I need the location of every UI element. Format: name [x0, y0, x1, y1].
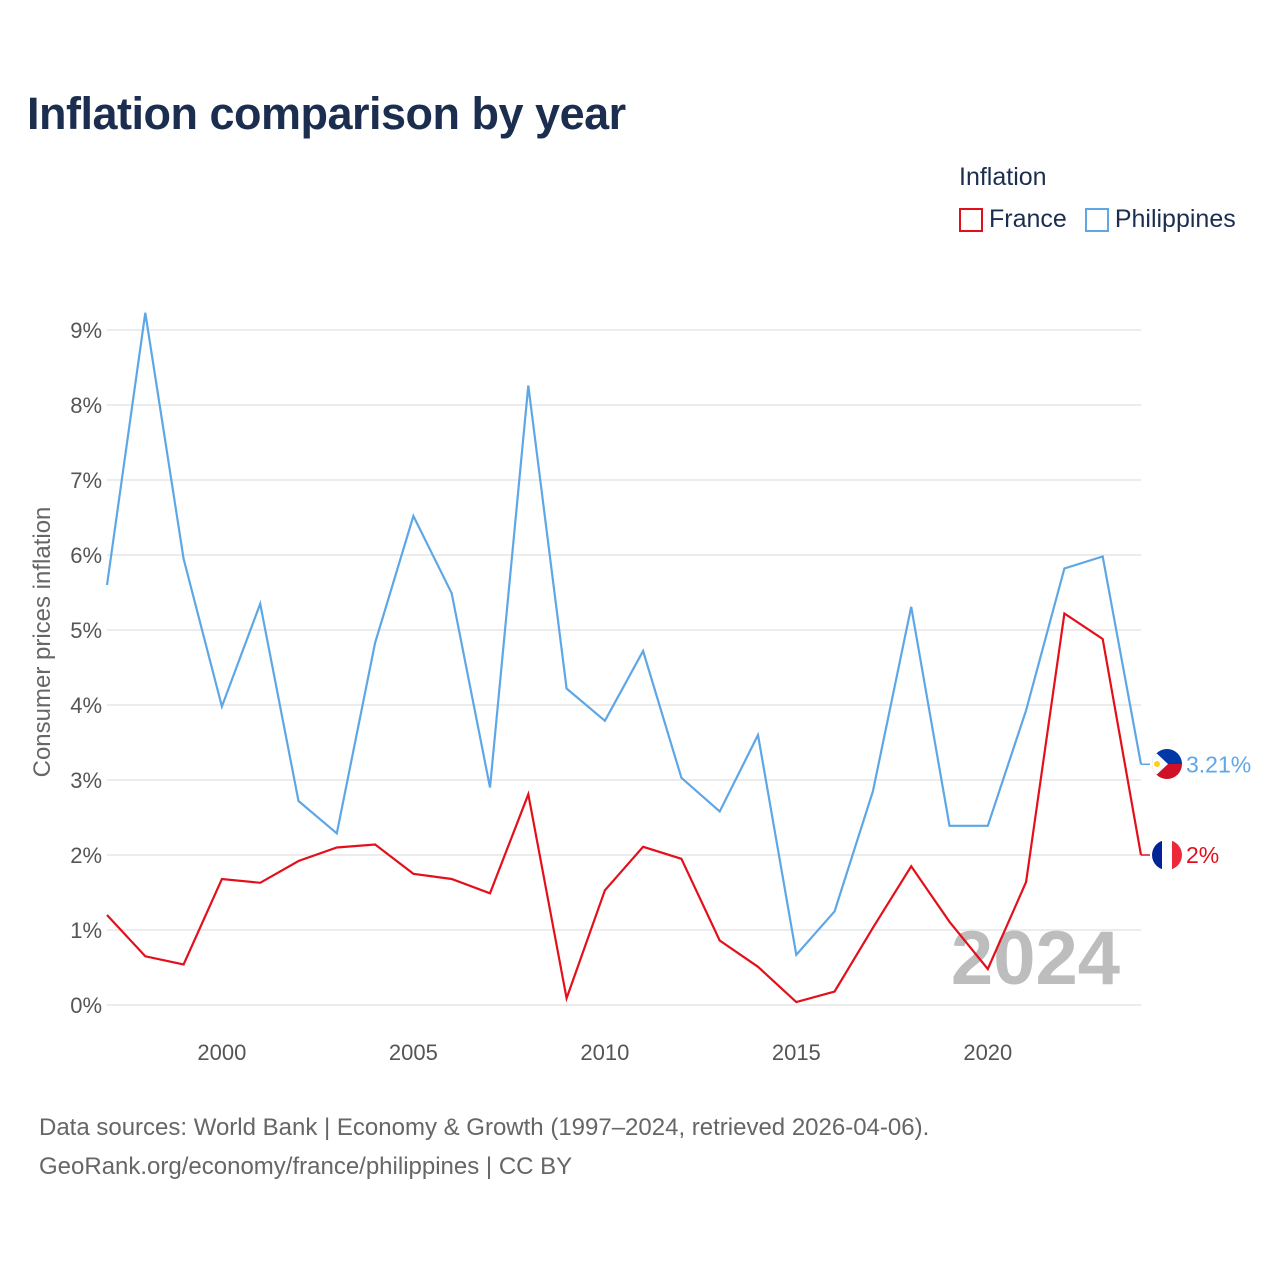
gridlines — [107, 329, 1141, 1006]
end-label-france: 2% — [1186, 842, 1219, 868]
y-tick-label: 8% — [70, 393, 102, 418]
x-axis-ticks: 2000 2005 2010 2015 2020 — [197, 1040, 1012, 1065]
philippines-flag-icon — [1152, 749, 1182, 779]
series-lines — [105, 312, 1143, 1004]
end-label-philippines: 3.21% — [1186, 751, 1251, 777]
y-tick-label: 9% — [70, 318, 102, 343]
legend: France Philippines — [959, 205, 1236, 234]
y-axis-label: Consumer prices inflation — [29, 507, 56, 778]
legend-item-philippines[interactable]: Philippines — [1084, 205, 1236, 234]
source-note: Data sources: World Bank | Economy & Gro… — [39, 1108, 929, 1186]
legend-title: Inflation — [959, 163, 1047, 191]
y-tick-label: 4% — [70, 693, 102, 718]
y-tick-label: 1% — [70, 918, 102, 943]
legend-item-france[interactable]: France — [959, 205, 1067, 234]
legend-swatch-philippines — [1084, 207, 1109, 232]
legend-label-france: France — [989, 205, 1067, 233]
x-tick-label: 2005 — [389, 1040, 438, 1065]
legend-swatch-france — [959, 207, 983, 232]
x-tick-label: 2015 — [772, 1040, 821, 1065]
y-tick-label: 3% — [70, 768, 102, 793]
chart-title: Inflation comparison by year — [27, 88, 626, 139]
series-line-france[interactable] — [106, 611, 1143, 1004]
x-tick-label: 2000 — [197, 1040, 246, 1065]
y-tick-label: 2% — [70, 843, 102, 868]
y-tick-label: 6% — [70, 543, 102, 568]
france-flag-icon — [1152, 840, 1182, 870]
x-tick-label: 2010 — [580, 1040, 629, 1065]
source-line-1: Data sources: World Bank | Economy & Gro… — [39, 1114, 930, 1141]
series-line-philippines[interactable] — [105, 312, 1143, 958]
y-axis-ticks: 0% 1% 2% 3% 4% 5% 6% 7% 8% 9% — [70, 318, 102, 1018]
legend-label-philippines: Philippines — [1114, 205, 1236, 233]
y-tick-label: 0% — [70, 993, 102, 1018]
end-labels: 3.21% 2% — [1141, 751, 1251, 868]
source-line-2: GeoRank.org/economy/france/philippines |… — [39, 1153, 573, 1180]
x-tick-label: 2020 — [963, 1040, 1012, 1065]
year-marker: 2024 — [951, 916, 1120, 1001]
y-tick-label: 7% — [70, 468, 102, 493]
y-tick-label: 5% — [70, 618, 102, 643]
